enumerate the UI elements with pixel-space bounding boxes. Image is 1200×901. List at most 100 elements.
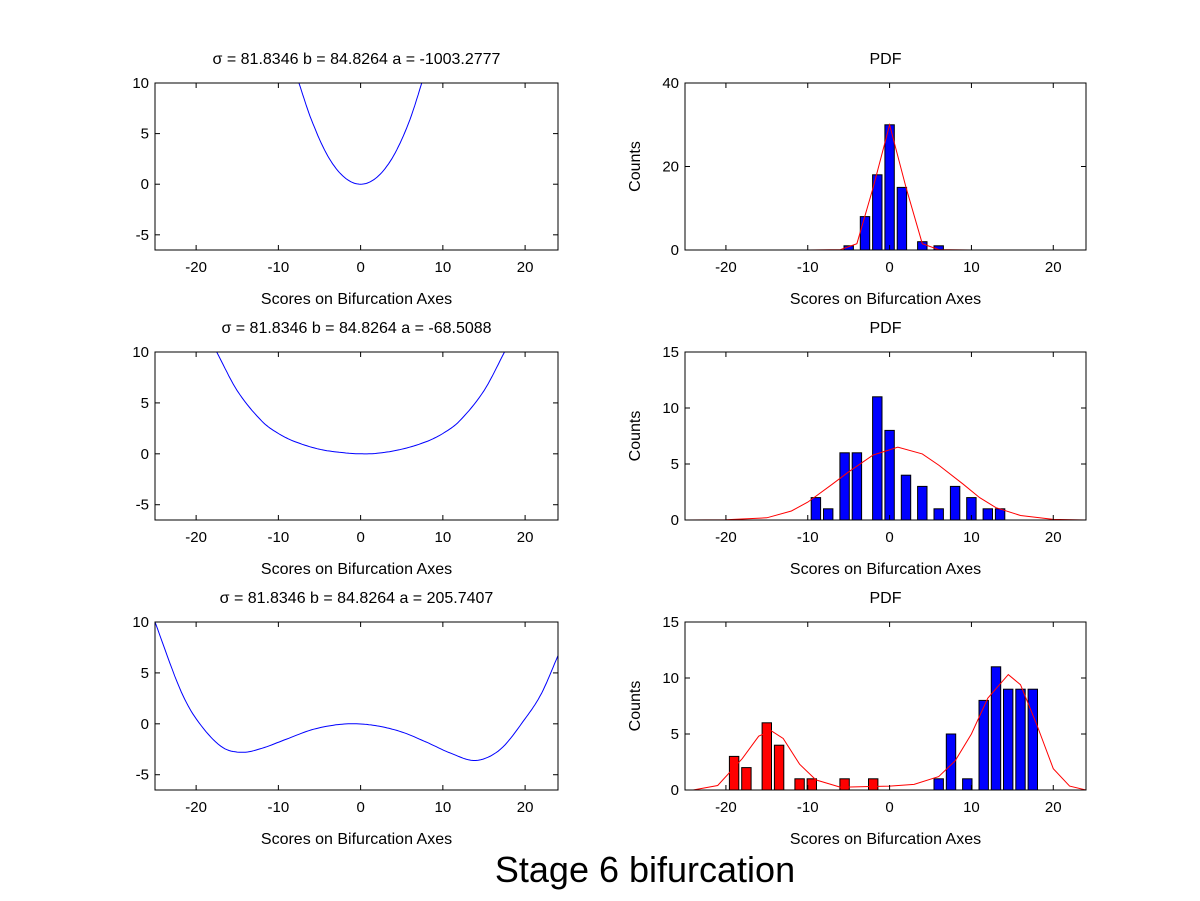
y-tick-label: 5: [141, 126, 149, 143]
x-tick-label: -10: [268, 259, 290, 276]
x-tick-label: -20: [185, 799, 207, 816]
histogram-bar: [872, 396, 883, 520]
y-tick-label: 0: [671, 512, 679, 529]
y-tick-label: 0: [141, 176, 149, 193]
plot-data: [298, 83, 423, 185]
y-tick-label: 5: [141, 395, 149, 412]
histogram-bar: [868, 778, 879, 790]
histogram-bar: [773, 744, 785, 790]
chart-panel-1: -20 -10 0 10 20 -5 0 5 10 σ = 81.8346 b = 84.8264…: [132, 51, 559, 308]
histogram-bar: [962, 778, 973, 790]
x-axis-label: Scores on Bifurcation Axes: [261, 561, 452, 578]
y-axis-label: Counts: [627, 411, 644, 462]
histogram-bar: [917, 485, 928, 520]
y-tick-label: 5: [671, 726, 679, 743]
chart-panel-3: -20 -10 0 10 20 -5 0 5 10 σ = 81.8346 b = 84.8264…: [132, 320, 559, 578]
y-tick-label: 15: [662, 614, 679, 631]
potential-curve: [298, 83, 423, 185]
histogram-bar: [859, 216, 871, 250]
chart-panel-2: -20 -10 0 10 20 0 20 40 PDF Scores on Bifurcation…: [627, 51, 1087, 308]
histogram-bar: [806, 778, 817, 790]
subplot-title: σ = 81.8346 b = 84.8264 a = -1003.2777: [213, 51, 501, 68]
x-tick-label: 10: [435, 799, 452, 816]
axes-box: [684, 351, 1087, 521]
histogram-bar: [945, 733, 957, 790]
histogram-bar: [872, 174, 883, 250]
x-tick-label: -20: [185, 259, 207, 276]
x-axis-label: Scores on Bifurcation Axes: [261, 831, 452, 848]
histogram-bar: [896, 186, 908, 250]
x-tick-label: 0: [356, 799, 364, 816]
x-axis-label: Scores on Bifurcation Axes: [790, 831, 981, 848]
histogram-bar: [884, 429, 895, 520]
x-tick-label: 0: [885, 799, 893, 816]
plot-data: [155, 622, 558, 761]
histogram-bar: [1027, 688, 1038, 790]
y-tick-label: 0: [671, 242, 679, 259]
histogram-bar: [1003, 688, 1014, 790]
x-tick-label: -10: [797, 259, 819, 276]
histogram-bar: [966, 497, 977, 520]
y-tick-label: 0: [671, 782, 679, 799]
y-tick-label: 10: [132, 75, 149, 92]
x-tick-label: -20: [715, 799, 737, 816]
x-tick-label: 10: [435, 259, 452, 276]
x-axis-label: Scores on Bifurcation Axes: [790, 561, 981, 578]
y-tick-label: 10: [132, 614, 149, 631]
axes-box: [154, 621, 559, 791]
y-tick-label: 10: [132, 344, 149, 361]
axes-box: [684, 621, 1087, 791]
y-tick-label: 20: [662, 159, 679, 176]
y-tick-label: 5: [671, 456, 679, 473]
x-tick-label: 20: [517, 529, 534, 546]
histogram-bar: [933, 778, 944, 790]
x-tick-label: 10: [963, 259, 980, 276]
x-tick-label: 20: [1045, 259, 1062, 276]
histogram-bar: [900, 474, 912, 520]
y-tick-label: 15: [662, 344, 679, 361]
histogram-bar: [728, 755, 740, 790]
x-tick-label: 0: [356, 529, 364, 546]
x-tick-label: 20: [517, 259, 534, 276]
y-axis-label: Counts: [627, 141, 644, 192]
histogram-bar: [1015, 688, 1026, 790]
histogram-bar: [884, 124, 895, 250]
y-tick-label: 40: [662, 75, 679, 92]
x-axis-label: Scores on Bifurcation Axes: [790, 291, 981, 308]
potential-curve: [155, 622, 558, 761]
y-tick-label: 0: [141, 716, 149, 733]
histogram-bar: [978, 699, 989, 790]
histogram-bar: [982, 508, 993, 520]
x-tick-label: 10: [963, 799, 980, 816]
histogram-bar: [741, 767, 752, 790]
x-tick-label: -10: [797, 799, 819, 816]
chart-panel-4: -20 -10 0 10 20 0 5 10 15 PDF Scores on Bifurcatio…: [627, 320, 1087, 578]
fit-curve: [685, 446, 1086, 520]
subplot-grid: -20 -10 0 10 20 -5 0 5 10 σ = 81.8346 b = 84.8264…: [132, 51, 1087, 848]
y-axis-label: Counts: [627, 681, 644, 732]
potential-curve: [216, 352, 505, 455]
subplot-title: σ = 81.8346 b = 84.8264 a = 205.7407: [220, 590, 494, 607]
y-tick-label: -5: [136, 497, 149, 514]
x-tick-label: -20: [185, 529, 207, 546]
histogram-bar: [839, 452, 850, 520]
x-tick-label: 0: [885, 529, 893, 546]
x-tick-label: 10: [963, 529, 980, 546]
chart-panel-6: -20 -10 0 10 20 0 5 10 15 PDF Scores on Bifurcatio…: [627, 590, 1087, 848]
histogram-bar: [949, 485, 961, 520]
x-axis-label: Scores on Bifurcation Axes: [261, 291, 452, 308]
y-tick-label: 0: [141, 446, 149, 463]
plot-data: [216, 352, 505, 455]
x-tick-label: 0: [885, 259, 893, 276]
subplot-title: PDF: [870, 51, 902, 68]
histogram-bar: [823, 508, 834, 520]
y-tick-label: 10: [662, 670, 679, 687]
fit-curve: [693, 673, 1086, 790]
x-tick-label: 20: [517, 799, 534, 816]
x-tick-label: 20: [1045, 529, 1062, 546]
axes-box: [154, 82, 559, 251]
x-tick-label: 0: [356, 259, 364, 276]
chart-panel-5: -20 -10 0 10 20 -5 0 5 10 σ = 81.8346 b = 84.8264…: [132, 590, 559, 848]
y-tick-label: -5: [136, 227, 149, 244]
histogram-bar: [851, 452, 863, 520]
